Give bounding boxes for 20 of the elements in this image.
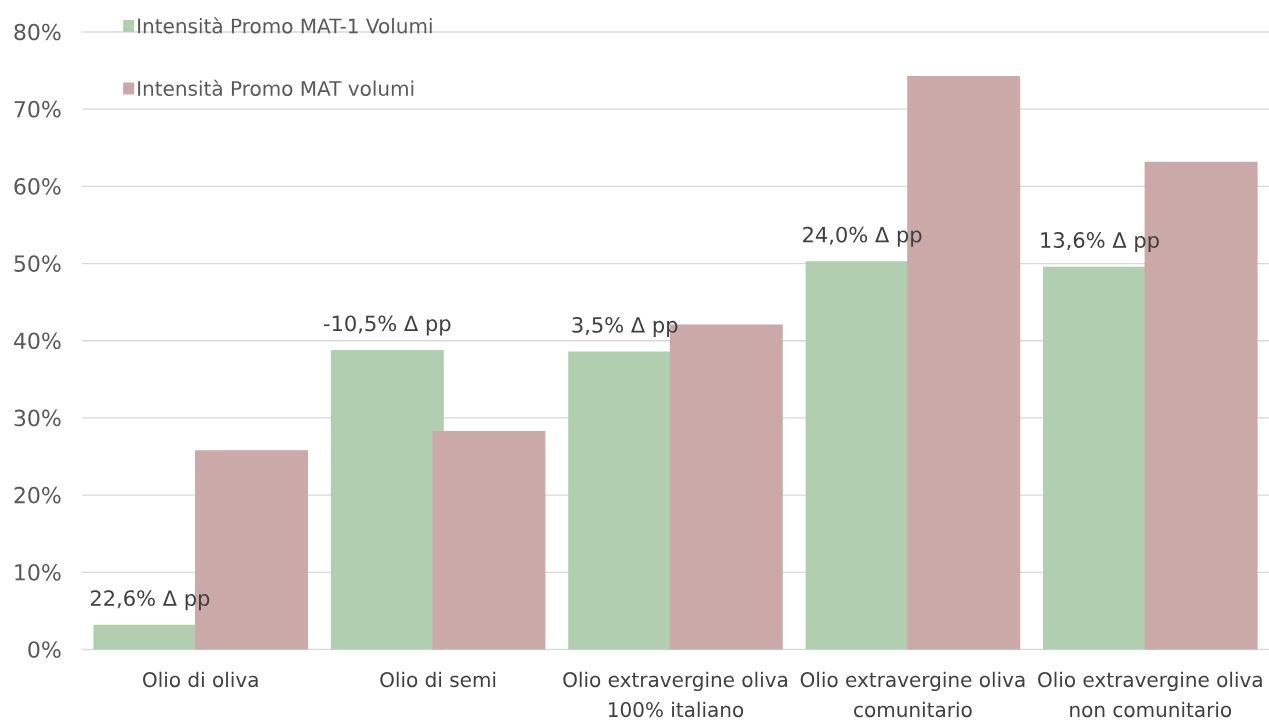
legend-label: Intensità Promo MAT-1 Volumi bbox=[138, 17, 432, 34]
y-tick-label: 70% bbox=[14, 100, 61, 118]
y-tick-label: 0% bbox=[28, 641, 61, 658]
y-tick-label: 80% bbox=[14, 23, 61, 41]
x-tick-label: Olio di oliva bbox=[143, 671, 258, 688]
y-tick-label: 30% bbox=[14, 409, 61, 427]
legend-label: Intensità Promo MAT volumi bbox=[138, 79, 414, 96]
x-tick-label: Olio di semi bbox=[380, 671, 496, 688]
y-tick-label: 40% bbox=[13, 332, 61, 350]
y-tick-label: 10% bbox=[15, 564, 61, 581]
x-tick-label: Olio extravergine oliva 100% italiano bbox=[563, 671, 787, 718]
bar bbox=[330, 350, 444, 650]
bar bbox=[432, 431, 546, 650]
annotation: 3,5% Δ pp bbox=[572, 316, 678, 337]
y-tick-label: 50% bbox=[14, 255, 61, 272]
y-tick-label: 20% bbox=[14, 486, 61, 504]
y-tick-label: 60% bbox=[14, 178, 61, 195]
annotation: -10,5% Δ pp bbox=[323, 315, 451, 336]
x-tick-label: Olio extravergine oliva comunitario bbox=[800, 671, 1025, 718]
x-tick-label: Olio extravergine oliva non comunitario bbox=[1038, 671, 1262, 718]
